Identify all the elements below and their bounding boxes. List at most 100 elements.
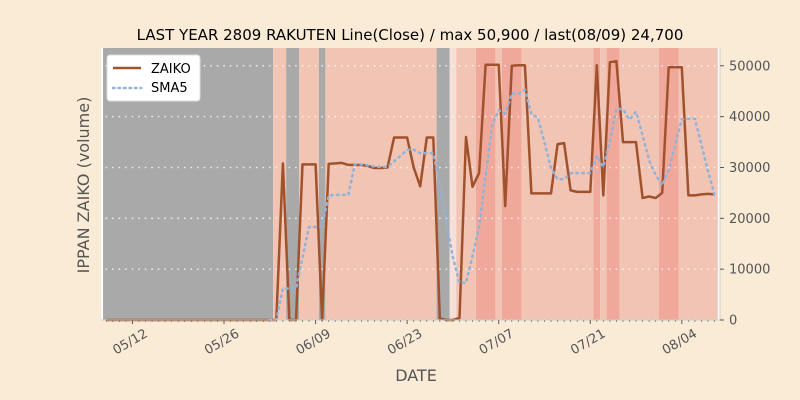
grid-dot <box>380 115 382 118</box>
grid-dot <box>340 115 343 118</box>
grid-dot <box>667 268 670 271</box>
grid-dot <box>249 115 252 118</box>
grid-dot <box>556 268 559 271</box>
grid-dot <box>353 166 356 169</box>
grid-dot <box>340 64 343 67</box>
grid-dot <box>223 166 225 169</box>
grid-dot <box>210 115 212 118</box>
grid-dot <box>118 217 121 220</box>
grid-dot <box>367 115 369 118</box>
grid-dot <box>484 268 487 271</box>
grid-dot <box>556 217 559 220</box>
grid-dot <box>661 64 664 67</box>
grid-dot <box>144 166 147 169</box>
grid-dot <box>615 166 618 169</box>
grid-dot <box>589 217 592 220</box>
grid-dot <box>628 64 631 67</box>
grid-dot <box>203 64 206 67</box>
grid-dot <box>373 217 376 220</box>
grid-dot <box>707 268 709 271</box>
grid-dot <box>674 268 677 271</box>
grid-dot <box>131 268 134 271</box>
background-band <box>495 48 502 320</box>
grid-dot <box>563 64 565 67</box>
grid-dot <box>138 217 140 220</box>
grid-dot <box>458 268 461 271</box>
grid-dot <box>628 166 631 169</box>
grid-dot <box>399 268 402 271</box>
grid-dot <box>523 115 526 118</box>
grid-dot <box>334 217 337 220</box>
grid-dot <box>700 166 703 169</box>
grid-dot <box>216 64 219 67</box>
grid-dot <box>687 64 690 67</box>
grid-dot <box>334 166 337 169</box>
grid-dot <box>537 64 539 67</box>
grid-dot <box>563 217 565 220</box>
grid-dot <box>694 64 696 67</box>
grid-dot <box>458 64 461 67</box>
grid-dot <box>262 166 265 169</box>
grid-dot <box>445 166 448 169</box>
grid-dot <box>622 64 624 67</box>
grid-dot <box>707 217 709 220</box>
grid-dot <box>608 115 611 118</box>
grid-dot <box>151 166 153 169</box>
grid-dot <box>582 268 585 271</box>
grid-dot <box>393 268 395 271</box>
grid-dot <box>236 217 239 220</box>
grid-dot <box>504 166 507 169</box>
grid-dot <box>419 217 422 220</box>
grid-dot <box>465 115 467 118</box>
grid-dot <box>713 115 716 118</box>
grid-dot <box>144 217 147 220</box>
grid-dot <box>177 166 180 169</box>
grid-dot <box>438 268 441 271</box>
grid-dot <box>661 268 664 271</box>
grid-dot <box>386 217 389 220</box>
grid-dot <box>425 166 428 169</box>
grid-dot <box>295 64 297 67</box>
grid-dot <box>308 268 310 271</box>
grid-dot <box>190 166 193 169</box>
grid-dot <box>301 64 304 67</box>
grid-dot <box>255 217 258 220</box>
grid-dot <box>216 268 219 271</box>
chart-title: LAST YEAR 2809 RAKUTEN Line(Close) / max… <box>137 26 684 44</box>
grid-dot <box>602 217 605 220</box>
grid-dot <box>582 166 585 169</box>
grid-dot <box>550 115 552 118</box>
grid-dot <box>295 268 297 271</box>
grid-dot <box>556 64 559 67</box>
grid-dot <box>576 217 579 220</box>
grid-dot <box>641 268 644 271</box>
grid-dot <box>314 115 317 118</box>
grid-dot <box>386 64 389 67</box>
grid-dot <box>242 64 245 67</box>
grid-dot <box>543 268 546 271</box>
grid-dot <box>255 64 258 67</box>
grid-dot <box>262 217 265 220</box>
grid-dot <box>105 166 108 169</box>
background-band <box>658 48 679 320</box>
grid-dot <box>321 64 324 67</box>
y-tick-label: 50000 <box>729 59 770 74</box>
grid-dot <box>425 217 428 220</box>
grid-dot <box>196 166 199 169</box>
grid-dot <box>125 217 127 220</box>
grid-dot <box>170 268 173 271</box>
grid-dot <box>210 217 212 220</box>
grid-dot <box>288 217 291 220</box>
grid-dot <box>667 217 670 220</box>
grid-dot <box>674 217 677 220</box>
grid-dot <box>713 217 716 220</box>
grid-dot <box>465 268 467 271</box>
background-band <box>521 48 594 320</box>
grid-dot <box>164 217 167 220</box>
grid-dot <box>667 115 670 118</box>
grid-dot <box>275 268 278 271</box>
grid-dot <box>151 268 153 271</box>
grid-dot <box>648 217 651 220</box>
grid-dot <box>373 268 376 271</box>
grid-dot <box>170 115 173 118</box>
